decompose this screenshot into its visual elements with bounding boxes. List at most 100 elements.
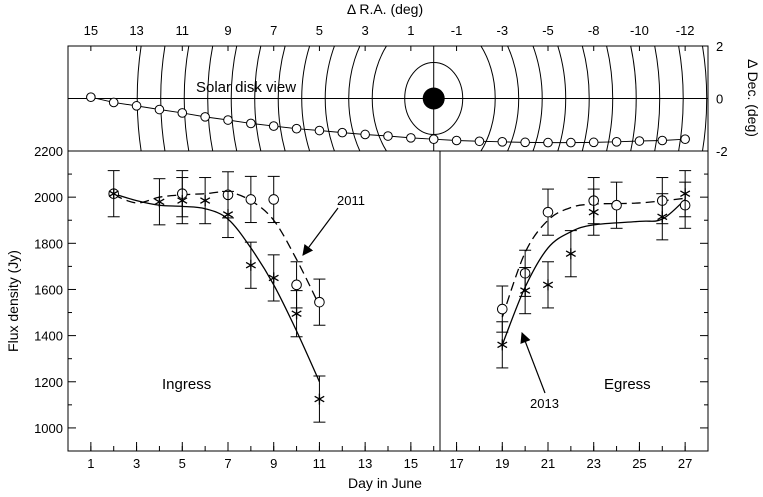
track-point <box>680 134 690 144</box>
track-point <box>657 135 668 146</box>
point-2011 <box>314 296 325 308</box>
arrow-2011 <box>302 207 339 256</box>
ra-tick-label: -10 <box>630 23 649 38</box>
point-2013 <box>177 195 188 207</box>
y-tick-label: 2000 <box>34 190 63 205</box>
point-2011 <box>542 206 554 218</box>
x-tick-label: 5 <box>179 456 186 471</box>
fit-2013-egress <box>501 198 686 346</box>
point-2011 <box>245 194 257 205</box>
top-panel-title: Δ R.A. (deg) <box>347 1 423 17</box>
ra-tick-label: 9 <box>224 23 231 38</box>
sun-disk <box>422 87 445 110</box>
x-tick-label: 27 <box>678 456 692 471</box>
x-tick-label: 13 <box>358 456 372 471</box>
dec-tick-label: 2 <box>716 39 723 54</box>
point-2013 <box>565 248 576 260</box>
track-point <box>566 137 576 148</box>
y-tick-label: 1400 <box>34 329 63 344</box>
y-tick-label: 1000 <box>34 421 63 436</box>
x-tick-label: 23 <box>586 456 600 471</box>
main-panel-frame <box>67 150 709 452</box>
track-point <box>451 135 462 146</box>
ra-tick-label: -8 <box>588 23 600 38</box>
track-point <box>428 134 439 144</box>
sun-contour-ring <box>207 46 661 151</box>
track-point <box>383 131 393 141</box>
track-point <box>543 137 553 148</box>
arrow-2013 <box>520 331 546 394</box>
point-2011 <box>268 194 280 205</box>
point-2013 <box>108 188 119 200</box>
dec-tick-label: -2 <box>716 144 728 159</box>
track-point <box>406 133 416 143</box>
ra-tick-label: 13 <box>129 23 143 38</box>
y-tick-label: 1200 <box>34 375 63 390</box>
track-point <box>497 137 508 147</box>
sun-contour-ring <box>230 46 637 151</box>
point-2013 <box>222 208 234 220</box>
x-tick-label: 11 <box>313 456 327 471</box>
main-panel-ylabel: Flux density (Jy) <box>5 250 21 352</box>
top-axes: 15 13 11 9 7 5 3 1 -1 -3 -5 -8 -10 -12 2 0 -2 <box>84 23 728 159</box>
solar-disk-annotation: Solar disk view <box>196 79 296 96</box>
fit-2011-ingress <box>113 191 321 306</box>
point-2013 <box>314 393 325 405</box>
fit-2013-ingress <box>113 193 321 383</box>
x-tick-label: 21 <box>541 456 555 471</box>
track-point <box>200 112 210 122</box>
ra-tick-label: 3 <box>362 23 369 38</box>
track-point <box>223 115 233 125</box>
fit-2011-egress <box>501 197 686 318</box>
ra-tick-label: 7 <box>270 23 277 38</box>
main-panel: 1 3 5 7 9 11 13 15 17 19 21 23 25 2710001200140016001… <box>5 144 709 491</box>
label-2013: 2013 <box>530 396 559 411</box>
sun-contour-ring <box>183 46 684 151</box>
y-tick-label: 1600 <box>34 282 63 297</box>
track-point <box>131 101 142 111</box>
x-tick-label: 3 <box>133 456 140 471</box>
x-tick-label: 17 <box>449 456 463 471</box>
sun-contours <box>68 46 708 151</box>
track-point <box>154 104 165 115</box>
solar-track <box>86 92 690 148</box>
point-2013 <box>497 339 508 351</box>
track-point <box>634 136 645 146</box>
point-2011 <box>291 279 302 291</box>
ra-tick-label: 15 <box>84 23 98 38</box>
dec-tick-label: 0 <box>716 92 723 107</box>
point-2013 <box>245 259 256 271</box>
x-tick-label: 25 <box>632 456 646 471</box>
x-tick-label: 19 <box>495 456 509 471</box>
label-2011: 2011 <box>337 193 365 208</box>
track-point <box>246 118 256 129</box>
point-2013 <box>200 195 211 207</box>
point-2011 <box>496 303 508 315</box>
sun-contour-ring <box>371 46 496 151</box>
ra-tick-label: 1 <box>407 23 414 38</box>
top-panel-ylabel: Δ Dec. (deg) <box>745 59 761 137</box>
ingress-label: Ingress <box>162 376 211 393</box>
point-2013 <box>680 188 691 200</box>
y-tick-label: 1800 <box>34 236 63 251</box>
sun-contour-ring <box>277 46 590 151</box>
track-point <box>337 127 348 138</box>
y-tick-label: 2200 <box>34 144 63 159</box>
sun-contour-ring <box>254 46 614 151</box>
track-point <box>611 137 622 147</box>
ra-tick-label: -5 <box>542 23 554 38</box>
ra-tick-label: 11 <box>176 23 190 38</box>
point-2013 <box>542 279 554 291</box>
point-2013 <box>588 206 599 218</box>
point-2013 <box>154 196 165 208</box>
ra-tick-label: 5 <box>316 23 323 38</box>
top-panel: 15 13 11 9 7 5 3 1 -1 -3 -5 -8 -10 -12 2 0 -2 Δ R.A. (de… <box>67 1 761 159</box>
main-panel-xlabel: Day in June <box>348 475 422 491</box>
ra-tick-label: -12 <box>676 23 695 38</box>
x-tick-label: 9 <box>270 456 277 471</box>
track-point <box>360 129 370 140</box>
fit-curves <box>113 191 686 383</box>
main-axes: 1 3 5 7 9 11 13 15 17 19 21 23 25 2710001200140016001… <box>34 144 708 471</box>
track-point <box>86 92 96 102</box>
